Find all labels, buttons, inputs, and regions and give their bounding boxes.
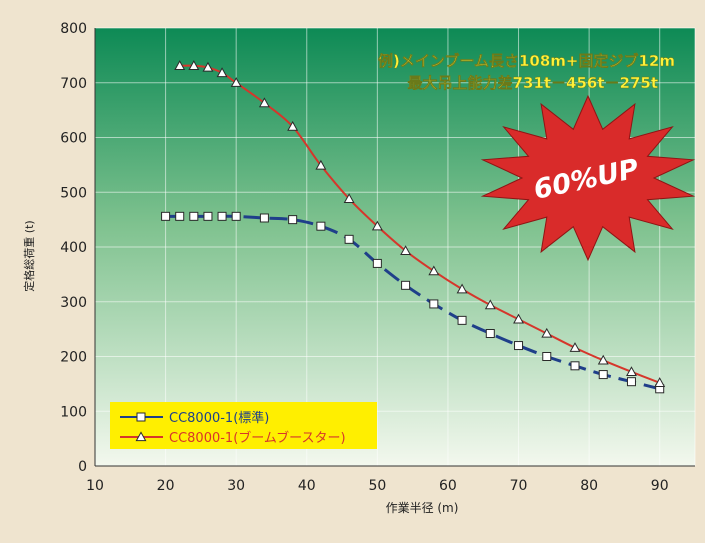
x-tick-label: 50 — [368, 478, 386, 494]
data-point — [217, 211, 227, 221]
data-point — [189, 211, 199, 221]
legend-marker — [136, 412, 146, 422]
x-tick-label: 80 — [580, 478, 598, 494]
data-point — [569, 342, 581, 352]
x-tick-label: 70 — [510, 478, 528, 494]
x-tick-label: 10 — [86, 478, 104, 494]
y-tick-label: 400 — [60, 240, 87, 256]
data-point — [484, 299, 496, 310]
y-tick-label: 100 — [60, 404, 87, 420]
data-point — [174, 60, 186, 70]
x-axis-label: 作業半径 (m) — [386, 501, 459, 515]
data-point — [230, 77, 242, 87]
legend-box — [110, 402, 377, 449]
legend-label: CC8000-1(標準) — [169, 410, 269, 426]
data-point — [654, 377, 666, 387]
data-point — [429, 299, 439, 309]
data-point — [513, 313, 524, 324]
data-point — [343, 193, 355, 203]
legend-item-2: CC8000-1(ブームブースター) — [120, 430, 346, 446]
data-point — [542, 352, 552, 361]
legend: CC8000-1(標準) CC8000-1(ブームブースター) — [110, 402, 377, 449]
y-tick-label: 600 — [60, 131, 87, 147]
data-point — [259, 213, 269, 223]
data-point — [203, 211, 213, 221]
y-tick-label: 800 — [60, 21, 87, 37]
series-2 — [174, 60, 666, 387]
data-point — [626, 377, 636, 387]
data-point — [626, 366, 637, 377]
data-point — [216, 67, 228, 78]
annotation: 例)メインブーム長さ108m+固定ジブ12m 最大吊上能力差731t－456t－… — [378, 52, 675, 92]
legend-label: CC8000-1(ブームブースター) — [169, 430, 346, 446]
data-point — [344, 234, 354, 244]
y-tick-label: 300 — [60, 295, 87, 311]
y-tick-label: 200 — [60, 350, 87, 366]
data-point — [401, 280, 411, 290]
y-axis-label: 定格総荷重 (t) — [22, 220, 36, 291]
annotation-line-2: 最大吊上能力差731t－456t－275t — [408, 74, 658, 92]
data-point — [597, 354, 609, 365]
annotation-line-1: 例)メインブーム長さ108m+固定ジブ12m — [378, 52, 675, 70]
data-point — [316, 221, 326, 231]
x-tick-label: 90 — [651, 478, 669, 494]
data-point — [485, 329, 495, 339]
data-point — [400, 245, 412, 256]
series-layer — [161, 60, 666, 394]
burst-shape — [480, 94, 696, 262]
y-tick-label: 0 — [78, 459, 87, 475]
data-point — [371, 220, 383, 231]
data-point — [315, 159, 327, 170]
y-tick-label: 700 — [60, 76, 87, 92]
data-point — [258, 97, 270, 108]
data-point — [514, 341, 524, 351]
x-tick-labels: 10 20 30 40 50 60 70 80 90 — [86, 478, 669, 494]
x-tick-label: 30 — [227, 478, 245, 494]
data-point — [372, 258, 382, 268]
data-point — [161, 211, 171, 221]
data-point — [175, 211, 185, 221]
data-point — [287, 120, 299, 131]
legend-item-1: CC8000-1(標準) — [120, 410, 269, 426]
series-1 — [161, 211, 665, 394]
y-tick-label: 500 — [60, 185, 87, 201]
data-point — [188, 60, 200, 70]
data-point — [202, 61, 214, 72]
data-point — [231, 211, 241, 221]
burst-badge: 60%UP — [480, 94, 696, 262]
data-point — [456, 283, 468, 294]
data-point — [598, 370, 608, 380]
x-tick-label: 20 — [157, 478, 175, 494]
data-point — [428, 265, 440, 276]
x-tick-label: 60 — [439, 478, 457, 494]
y-tick-labels: 0 100 200 300 400 500 600 700 800 — [60, 21, 87, 475]
legend-marker — [135, 431, 147, 442]
data-point — [288, 215, 298, 225]
data-point — [570, 361, 580, 371]
data-point — [541, 327, 553, 338]
x-tick-label: 40 — [298, 478, 316, 494]
data-point — [457, 315, 467, 325]
